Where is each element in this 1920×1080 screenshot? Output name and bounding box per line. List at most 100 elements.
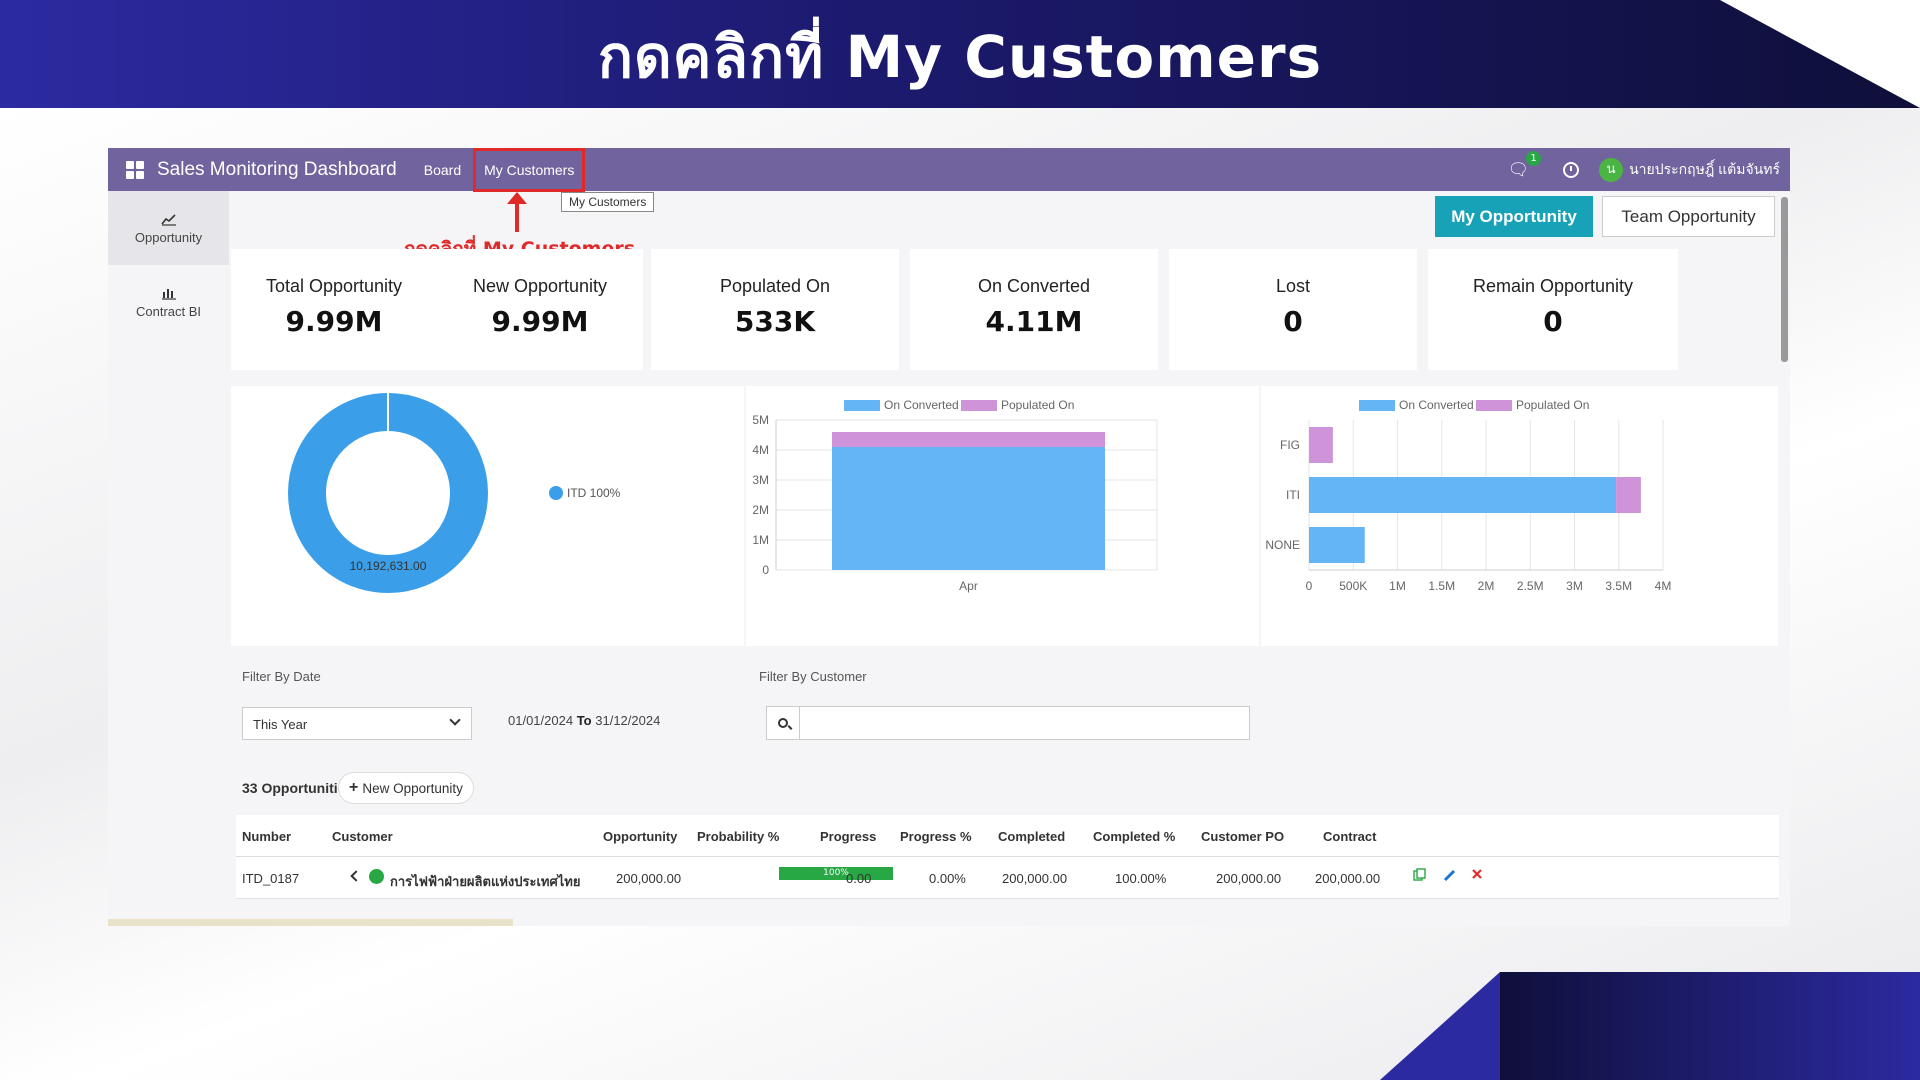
legend-label: ITD 100% xyxy=(567,486,621,500)
sidebar-item-contract-bi[interactable]: Contract BI xyxy=(108,265,229,339)
cell-customer: การไฟฟ้าฝ่ายผลิตแห่งประเทศไทย xyxy=(390,874,581,889)
stat-lost: Lost 0 xyxy=(1169,249,1417,370)
filter-date-label: Filter By Date xyxy=(242,669,321,684)
bar-chart: On Converted Populated On 0 1M 2M 3M 4M 5M Apr xyxy=(752,398,1158,593)
donut-chart-card: 10,192,631.00 ITD 100% xyxy=(231,386,744,646)
stat-value: 0 xyxy=(1283,305,1303,338)
nav-my-customers-label: My Customers xyxy=(484,161,575,178)
customer-search[interactable] xyxy=(766,706,1250,740)
avatar[interactable]: น xyxy=(1599,157,1624,182)
stat-value: 9.99M xyxy=(285,305,383,338)
col-opportunity[interactable]: Opportunity xyxy=(603,829,678,844)
topbar: Sales Monitoring Dashboard Board My Cust… xyxy=(108,148,1790,192)
bar-segment xyxy=(1616,477,1641,513)
stat-value: 533K xyxy=(734,305,816,338)
y-tick-label: 5M xyxy=(752,413,769,427)
legend-label: Populated On xyxy=(1001,398,1074,412)
y-tick-label: 0 xyxy=(762,563,769,577)
apps-grid-icon[interactable] xyxy=(126,160,144,179)
sidebar-item-opportunity[interactable]: Opportunity xyxy=(108,191,229,265)
cell-opportunity: 200,000.00 xyxy=(616,871,682,886)
legend-swatch xyxy=(844,400,880,411)
horizontal-bar-chart: On Converted Populated On 0 500K 1M 1.5M 2M 2.5… xyxy=(1265,398,1672,593)
legend-label: On Converted xyxy=(884,398,959,412)
cell-progress-pct: 0.00% xyxy=(929,871,966,886)
col-contract[interactable]: Contract xyxy=(1323,829,1377,844)
bar-segment xyxy=(1309,427,1333,463)
cell-completed: 200,000.00 xyxy=(1002,871,1068,886)
date-to: 31/12/2024 xyxy=(595,713,661,728)
sidebar-item-label: Contract BI xyxy=(135,303,202,319)
search-icon xyxy=(778,718,788,728)
nav-my-customers[interactable]: My Customers xyxy=(473,148,586,192)
y-tick-label: 3M xyxy=(752,473,769,487)
user-name[interactable]: นายประกฤษฎิ์ แต้มจันทร์ xyxy=(1629,160,1780,177)
stat-label: Remain Opportunity xyxy=(1472,276,1634,296)
nav-board[interactable]: Board xyxy=(423,161,462,178)
plus-icon: + xyxy=(349,779,359,796)
chat-icon[interactable]: 🗨 1 xyxy=(1508,150,1542,180)
date-to-word: To xyxy=(576,713,592,728)
tooltip: My Customers xyxy=(561,192,655,212)
slide-banner: กดคลิกที่ My Customers xyxy=(0,0,1920,108)
x-tick-label: 3.5M xyxy=(1605,579,1632,593)
pie-slice xyxy=(288,393,488,593)
y-tick-label: 2M xyxy=(752,503,769,517)
bar-segment xyxy=(832,432,1105,447)
table-row[interactable]: ITD_0187 การไฟฟ้าฝ่ายผลิตแห่งประเทศไทย 2… xyxy=(236,857,1779,899)
legend-swatch xyxy=(961,400,997,411)
col-completed-pct[interactable]: Completed % xyxy=(1093,829,1176,844)
date-select-value: This Year xyxy=(253,717,308,732)
bottom-strip xyxy=(108,919,513,926)
col-probability[interactable]: Probability % xyxy=(697,829,780,844)
stat-remain-opportunity: Remain Opportunity 0 xyxy=(1428,249,1678,370)
chevron-left-icon[interactable] xyxy=(350,870,362,882)
col-customer[interactable]: Customer xyxy=(332,829,393,844)
col-progress-pct[interactable]: Progress % xyxy=(900,829,972,844)
tab-my-opportunity[interactable]: My Opportunity xyxy=(1435,196,1593,237)
date-select[interactable]: This Year xyxy=(242,707,472,740)
search-button[interactable] xyxy=(767,707,800,739)
scrollbar[interactable] xyxy=(1781,197,1788,362)
new-opportunity-label: New Opportunity xyxy=(362,780,463,796)
cell-number: ITD_0187 xyxy=(242,871,300,886)
stat-total-opportunity: Total Opportunity 9.99M xyxy=(231,249,437,338)
chevron-down-icon xyxy=(449,714,461,726)
date-from: 01/01/2024 xyxy=(508,713,574,728)
table-header: Number Customer Opportunity Probability … xyxy=(236,815,1779,857)
clock-icon[interactable] xyxy=(1563,161,1580,178)
main-content: My Opportunity Team Opportunity xyxy=(229,191,1790,926)
hbar-chart-card: On Converted Populated On 0 500K 1M 1.5M 2M 2.5… xyxy=(1261,386,1778,646)
probability-bar: 100% xyxy=(779,867,893,880)
tab-team-opportunity[interactable]: Team Opportunity xyxy=(1602,196,1775,237)
stat-label: On Converted xyxy=(977,276,1091,296)
col-customer-po[interactable]: Customer PO xyxy=(1201,829,1285,844)
stat-new-opportunity: New Opportunity 9.99M xyxy=(437,249,643,338)
legend-marker xyxy=(549,486,563,500)
opportunity-table: Number Customer Opportunity Probability … xyxy=(236,815,1779,899)
cell-progress: 0.00 xyxy=(846,871,872,886)
stat-value: 0 xyxy=(1543,305,1563,338)
bar-chart-card: On Converted Populated On 0 1M 2M 3M 4M 5M Apr xyxy=(746,386,1259,646)
x-tick-label: 0 xyxy=(1306,579,1313,593)
stat-populated-on: Populated On 533K xyxy=(651,249,899,370)
app-title[interactable]: Sales Monitoring Dashboard xyxy=(157,158,397,180)
col-completed[interactable]: Completed xyxy=(998,829,1066,844)
x-tick-label: Apr xyxy=(959,579,978,593)
app-window: Sales Monitoring Dashboard Board My Cust… xyxy=(108,148,1790,926)
copy-icon[interactable] xyxy=(1413,868,1427,882)
col-number[interactable]: Number xyxy=(242,829,292,844)
col-progress[interactable]: Progress xyxy=(820,829,877,844)
y-tick-label: 1M xyxy=(752,533,769,547)
bar-segment xyxy=(832,447,1105,570)
edit-icon[interactable] xyxy=(1443,868,1457,882)
new-opportunity-button[interactable]: + New Opportunity xyxy=(338,772,474,804)
stat-label: New Opportunity xyxy=(472,276,608,296)
x-tick-label: 4M xyxy=(1655,579,1672,593)
bar-segment xyxy=(1309,527,1365,563)
status-dot xyxy=(369,869,384,884)
slide-title: กดคลิกที่ My Customers xyxy=(597,23,1323,91)
stat-label: Total Opportunity xyxy=(265,276,403,296)
x-tick-label: 1M xyxy=(1389,579,1406,593)
delete-icon[interactable] xyxy=(1471,868,1483,880)
